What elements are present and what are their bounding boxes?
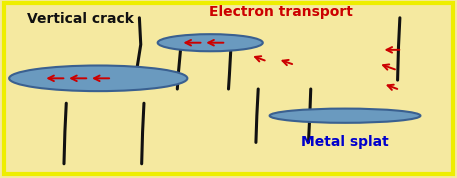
Ellipse shape <box>9 66 187 91</box>
Text: Metal splat: Metal splat <box>301 135 389 149</box>
Ellipse shape <box>270 109 420 123</box>
Ellipse shape <box>158 34 263 51</box>
Text: Vertical crack: Vertical crack <box>27 12 134 27</box>
Text: Electron transport: Electron transport <box>209 5 353 19</box>
